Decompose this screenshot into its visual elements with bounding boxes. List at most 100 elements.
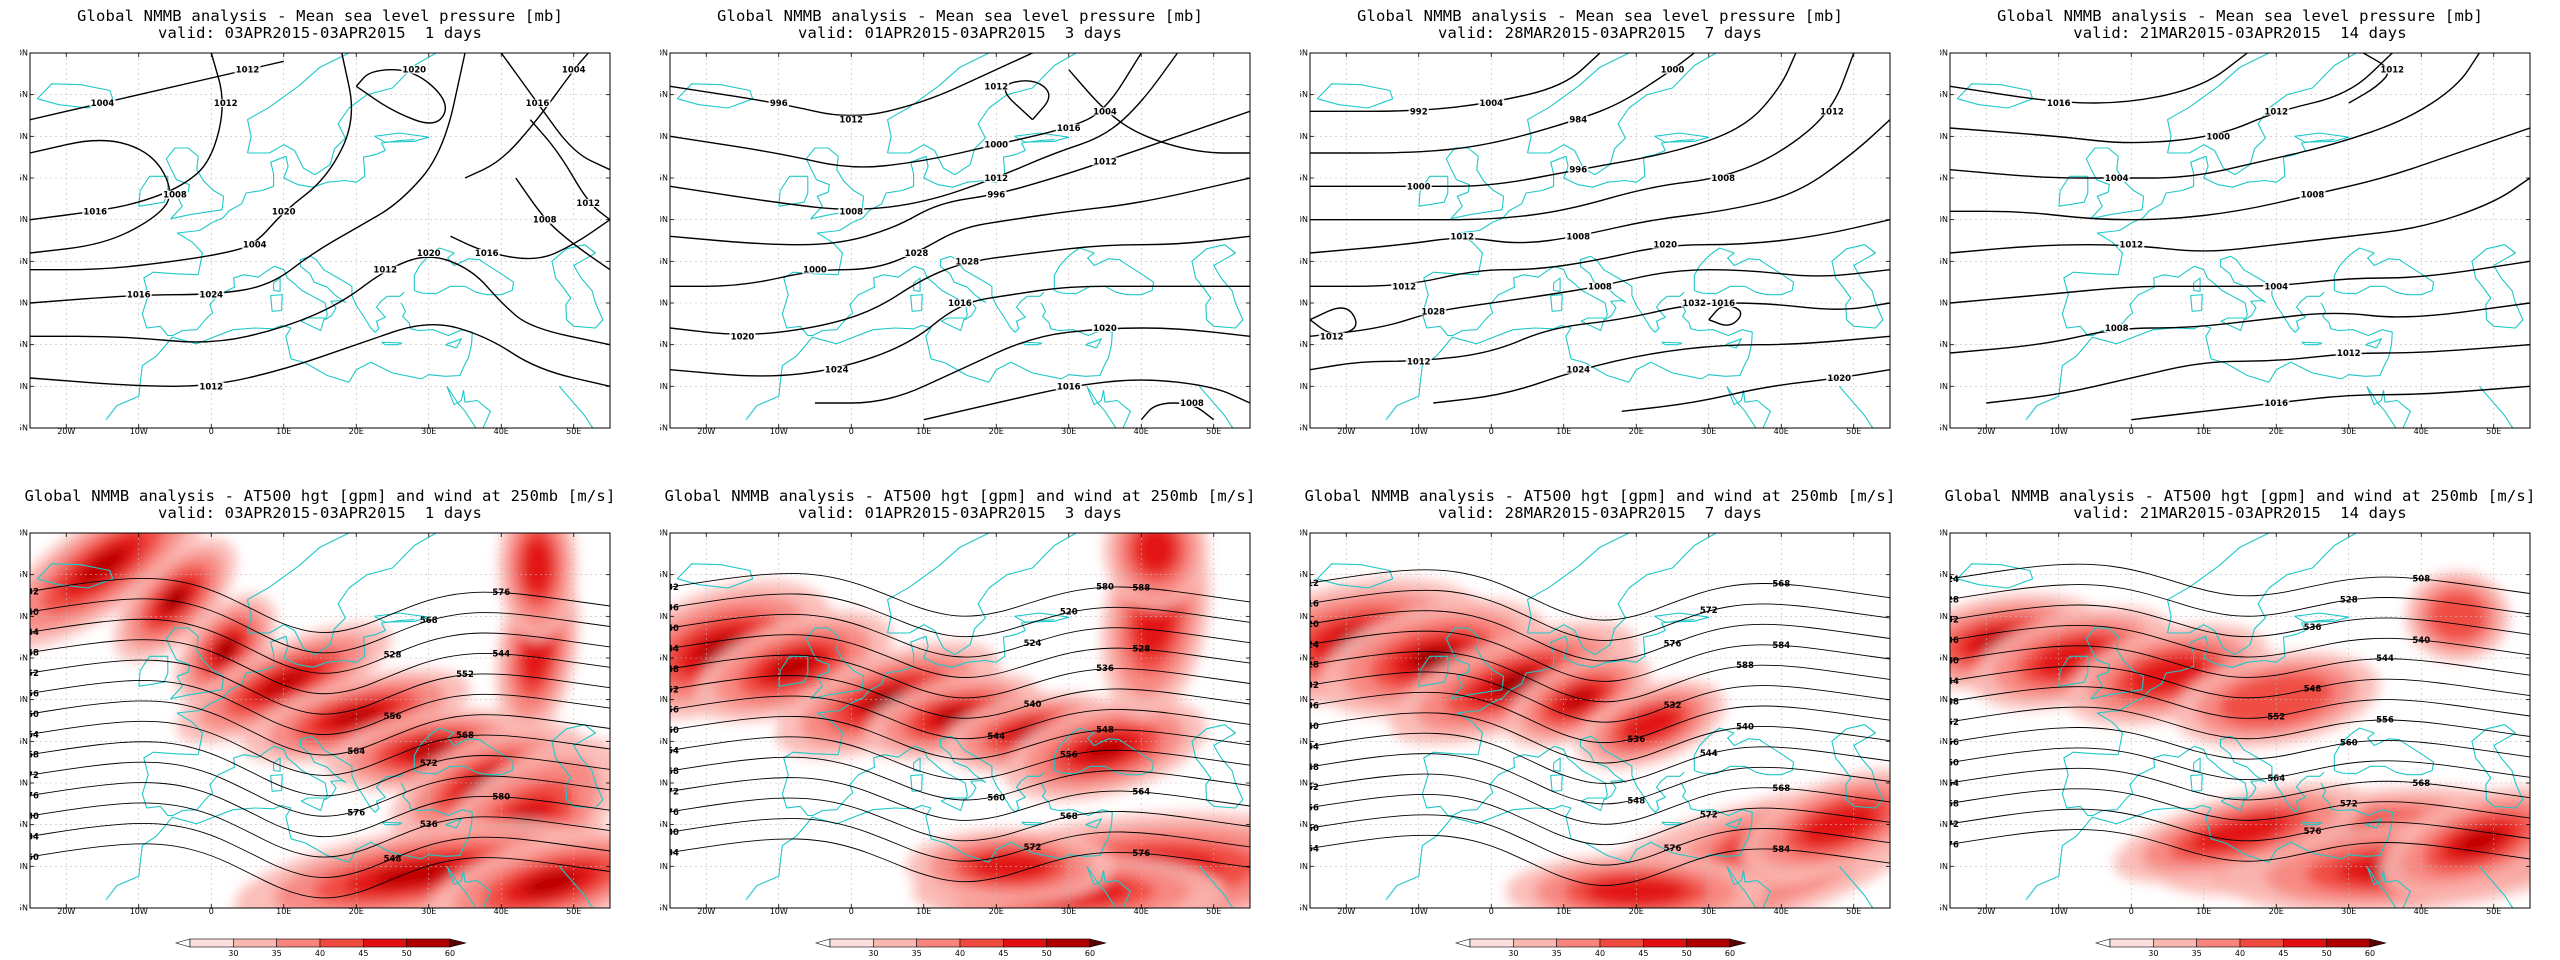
lat-tick-label: 65N xyxy=(1300,90,1308,99)
lat-tick-label: 50N xyxy=(1300,695,1308,704)
contour-label: 536 xyxy=(1301,702,1319,712)
colorbar-tick: 50 xyxy=(2322,949,2332,958)
contour-label: 544 xyxy=(661,644,679,654)
axis-labels: 70N 65N 60N 55N 50N 45N 40N 35N 30N 25N 20W 10W 0 10E… xyxy=(1940,529,2530,914)
lat-tick-label: 55N xyxy=(1940,174,1948,183)
lat-tick-label: 55N xyxy=(20,174,28,183)
contour-label: 548 xyxy=(21,649,39,659)
coastline xyxy=(105,782,473,901)
panel-title-line: Global NMMB analysis - AT500 hgt [gpm] a… xyxy=(1304,487,1896,505)
panel-title: Global NMMB analysis - AT500 hgt [gpm] a… xyxy=(1280,488,1920,522)
lat-tick-label: 50N xyxy=(660,215,668,224)
contour-label: 576 xyxy=(1664,640,1682,650)
contour-line xyxy=(450,219,610,260)
contour-line xyxy=(1950,177,2530,254)
wind-colorbar: 30 35 40 45 50 60 xyxy=(800,938,1120,958)
coastline xyxy=(1085,818,1102,829)
lon-tick-label: 20E xyxy=(1629,427,1644,434)
contour-line xyxy=(30,639,610,695)
lat-tick-label: 70N xyxy=(1940,529,1948,538)
contour-line xyxy=(30,700,610,756)
axis-labels: 70N 65N 60N 55N 50N 45N 40N 35N 30N 25N 20W 10W 0 10E… xyxy=(20,529,610,914)
lon-tick-label: 10E xyxy=(276,907,291,914)
contour-line xyxy=(1950,706,2530,740)
contour-label: 552 xyxy=(21,669,39,679)
coastline xyxy=(816,619,1055,755)
contour-label: 568 xyxy=(1941,799,1959,809)
panel-title-line: Global NMMB analysis - AT500 hgt [gpm] a… xyxy=(664,487,1256,505)
contour-label: 1008 xyxy=(2301,191,2325,201)
contour-labels: 996 1000 1008 996 1000 1028 1024 1020 1016 1012 10… xyxy=(729,82,1205,409)
map-border xyxy=(1309,52,1891,429)
wind-blob xyxy=(522,537,553,596)
lon-tick-label: 40E xyxy=(1134,907,1149,914)
contour-label: 536 xyxy=(2304,623,2322,633)
wind-blob xyxy=(2128,654,2207,695)
contour-label: 552 xyxy=(1941,718,1959,728)
lat-tick-label: 50N xyxy=(660,695,668,704)
coastline xyxy=(1661,821,1683,826)
contour-label: 1012 xyxy=(2264,107,2288,117)
lat-tick-label: 30N xyxy=(20,382,28,391)
coastline xyxy=(2333,247,2435,296)
axis-labels: 70N 65N 60N 55N 50N 45N 40N 35N 30N 25N 20W 10W 0 10E… xyxy=(660,49,1250,434)
contour-label: 560 xyxy=(987,793,1005,803)
contour-label: 576 xyxy=(347,808,365,818)
coastline xyxy=(2085,627,2145,700)
contour-line xyxy=(1950,302,2530,354)
contour-label: 576 xyxy=(1664,844,1682,854)
coastline xyxy=(273,277,281,292)
coastline xyxy=(551,724,604,809)
contour-label: 528 xyxy=(1132,645,1150,655)
lat-tick-label: 35N xyxy=(1300,820,1308,829)
wind-blob xyxy=(374,862,455,887)
contour-label: 1016 xyxy=(2047,99,2071,109)
contour-line xyxy=(1310,589,1890,641)
wind-colorbar: 30 35 40 45 50 60 xyxy=(1440,938,1760,958)
wind-shading xyxy=(1950,571,2530,908)
contour-label: 528 xyxy=(1941,595,1959,605)
coastline xyxy=(940,317,965,332)
contour-line xyxy=(1433,335,1890,404)
coastline xyxy=(2365,818,2382,829)
contour-label: 996 xyxy=(987,191,1005,201)
contour-line xyxy=(30,53,353,271)
lat-tick-label: 70N xyxy=(1300,529,1308,538)
coastline xyxy=(1191,724,1244,809)
contour-label: 572 xyxy=(21,771,39,781)
lon-tick-label: 30E xyxy=(421,907,436,914)
contour-label: 1016 xyxy=(475,249,499,259)
colorbar-swatch xyxy=(1513,938,1557,948)
coastline xyxy=(1421,735,1685,817)
coastline xyxy=(1580,317,1605,332)
coastline xyxy=(676,563,754,589)
contour-label: 564 xyxy=(1301,844,1319,854)
lon-tick-label: 20W xyxy=(1977,907,1995,914)
contour-label: 540 xyxy=(1941,657,1959,667)
lon-tick-label: 20E xyxy=(1629,907,1644,914)
contour-line xyxy=(30,139,171,254)
contour-label: 1024 xyxy=(1566,366,1590,376)
lon-tick-label: 30E xyxy=(2341,427,2356,434)
contour-line xyxy=(1950,767,2530,801)
colorbar-swatch xyxy=(1686,938,1731,948)
panel-title-line: Global NMMB analysis - Mean sea level pr… xyxy=(76,7,564,25)
contour-line xyxy=(1310,793,1890,846)
lon-tick-label: 20E xyxy=(2269,907,2284,914)
colorbar-swatch xyxy=(2196,938,2241,948)
contour-line xyxy=(670,593,1250,638)
contour-label: 1032 xyxy=(1682,299,1706,309)
contour-label: 580 xyxy=(1096,582,1114,592)
contour-label: 560 xyxy=(661,726,679,736)
lat-tick-label: 40N xyxy=(20,779,28,788)
contour-label: 1012 xyxy=(1320,332,1344,342)
coastline xyxy=(141,735,405,817)
lat-tick-label: 25N xyxy=(20,424,28,433)
contour-label: 568 xyxy=(1772,580,1790,590)
contour-label: 548 xyxy=(661,665,679,675)
lat-tick-label: 70N xyxy=(20,49,28,58)
lon-tick-label: 0 xyxy=(2129,427,2134,434)
contour-line xyxy=(1310,753,1890,805)
lat-tick-label: 70N xyxy=(660,529,668,538)
contour-label: 544 xyxy=(2376,654,2394,664)
